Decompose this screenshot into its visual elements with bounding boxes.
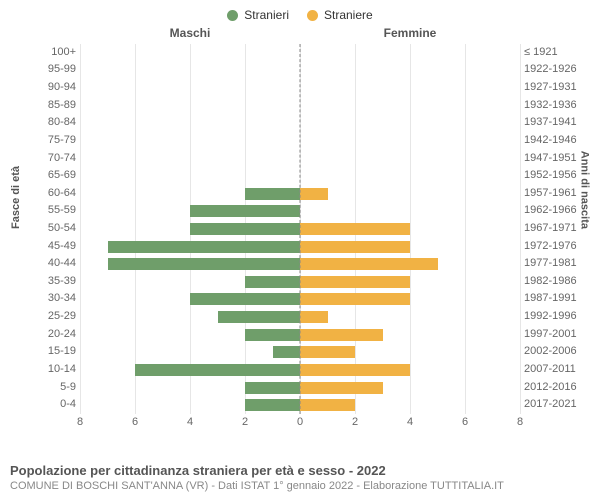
y-label-birth: ≤ 1921 [524, 46, 558, 58]
x-tick: 8 [77, 416, 83, 428]
bar-male [190, 293, 300, 305]
y-label-age: 15-19 [48, 345, 76, 357]
y-label-age: 50-54 [48, 222, 76, 234]
gridline [520, 44, 521, 414]
x-tick: 2 [352, 416, 358, 428]
column-headers: Maschi Femmine [10, 26, 590, 44]
y-label-age: 45-49 [48, 240, 76, 252]
bar-female [300, 346, 355, 358]
legend-label-male: Stranieri [244, 8, 289, 22]
y-label-birth: 1987-1991 [524, 292, 577, 304]
y-label-age: 10-14 [48, 363, 76, 375]
y-label-age: 85-89 [48, 99, 76, 111]
y-label-birth: 1957-1961 [524, 187, 577, 199]
y-label-age: 20-24 [48, 328, 76, 340]
y-label-age: 5-9 [60, 381, 76, 393]
y-label-age: 100+ [51, 46, 76, 58]
y-label-age: 75-79 [48, 134, 76, 146]
y-label-birth: 1952-1956 [524, 169, 577, 181]
x-tick: 4 [407, 416, 413, 428]
bar-male [245, 329, 300, 341]
bar-male [108, 241, 301, 253]
bar-male [245, 188, 300, 200]
y-label-birth: 2002-2006 [524, 345, 577, 357]
chart-title: Popolazione per cittadinanza straniera p… [10, 463, 590, 478]
bar-female [300, 311, 328, 323]
y-label-birth: 1977-1981 [524, 257, 577, 269]
plot-area: Fasce di età Anni di nascita 100+ ≤ 1921 9… [10, 44, 590, 414]
y-label-birth: 1947-1951 [524, 152, 577, 164]
bar-female [300, 188, 328, 200]
bar-female [300, 276, 410, 288]
bar-female [300, 399, 355, 411]
bar-female [300, 382, 383, 394]
y-label-birth: 1942-1946 [524, 134, 577, 146]
y-label-age: 55-59 [48, 204, 76, 216]
y-label-birth: 1922-1926 [524, 63, 577, 75]
y-axis-title-right: Anni di nascita [578, 151, 590, 229]
y-label-age: 25-29 [48, 310, 76, 322]
chart-container: Stranieri Straniere Maschi Femmine Fasce… [0, 0, 600, 500]
bar-male [108, 258, 301, 270]
x-tick: 6 [462, 416, 468, 428]
y-label-age: 30-34 [48, 292, 76, 304]
bar-female [300, 329, 383, 341]
y-label-birth: 1927-1931 [524, 81, 577, 93]
bar-female [300, 293, 410, 305]
y-label-birth: 1992-1996 [524, 310, 577, 322]
chart-footer: Popolazione per cittadinanza straniera p… [10, 463, 590, 492]
chart-subtitle: COMUNE DI BOSCHI SANT'ANNA (VR) - Dati I… [10, 480, 590, 492]
x-tick: 8 [517, 416, 523, 428]
legend-label-female: Straniere [324, 8, 373, 22]
y-label-birth: 1932-1936 [524, 99, 577, 111]
bar-male [245, 276, 300, 288]
chart-wrap: Maschi Femmine Fasce di età Anni di nasc… [10, 26, 590, 434]
y-label-birth: 1937-1941 [524, 116, 577, 128]
bar-female [300, 258, 438, 270]
column-header-female: Femmine [300, 26, 520, 40]
bar-male [190, 205, 300, 217]
y-label-age: 60-64 [48, 187, 76, 199]
y-label-birth: 1997-2001 [524, 328, 577, 340]
x-tick: 6 [132, 416, 138, 428]
y-label-birth: 1962-1966 [524, 204, 577, 216]
center-divider [300, 44, 301, 414]
bar-male [190, 223, 300, 235]
y-label-age: 35-39 [48, 275, 76, 287]
y-label-birth: 2017-2021 [524, 398, 577, 410]
x-tick: 0 [297, 416, 303, 428]
x-tick: 4 [187, 416, 193, 428]
y-label-birth: 1967-1971 [524, 222, 577, 234]
y-label-age: 90-94 [48, 81, 76, 93]
y-label-birth: 2007-2011 [524, 363, 576, 375]
y-axis-title-left: Fasce di età [10, 166, 22, 229]
plot [80, 44, 520, 414]
y-label-age: 95-99 [48, 63, 76, 75]
y-label-birth: 1982-1986 [524, 275, 577, 287]
legend-item-male: Stranieri [227, 8, 289, 22]
y-label-birth: 2012-2016 [524, 381, 577, 393]
bar-female [300, 364, 410, 376]
legend-swatch-female [307, 10, 318, 21]
bar-female [300, 223, 410, 235]
legend-swatch-male [227, 10, 238, 21]
y-label-age: 70-74 [48, 152, 76, 164]
bar-male [245, 399, 300, 411]
legend: Stranieri Straniere [10, 8, 590, 22]
x-tick: 2 [242, 416, 248, 428]
y-label-age: 80-84 [48, 116, 76, 128]
bar-male [273, 346, 301, 358]
bar-male [245, 382, 300, 394]
y-label-age: 40-44 [48, 257, 76, 269]
bar-male [135, 364, 300, 376]
y-label-age: 65-69 [48, 169, 76, 181]
bar-female [300, 241, 410, 253]
y-label-age: 0-4 [60, 398, 76, 410]
y-label-birth: 1972-1976 [524, 240, 577, 252]
bar-male [218, 311, 301, 323]
x-axis: 8 6 4 2 0 2 4 6 8 [80, 416, 520, 434]
column-header-male: Maschi [80, 26, 300, 40]
legend-item-female: Straniere [307, 8, 373, 22]
